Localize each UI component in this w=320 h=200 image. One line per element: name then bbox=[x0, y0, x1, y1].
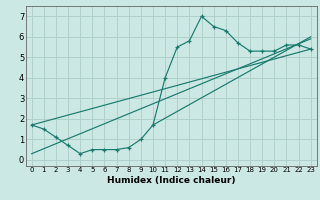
X-axis label: Humidex (Indice chaleur): Humidex (Indice chaleur) bbox=[107, 176, 236, 185]
